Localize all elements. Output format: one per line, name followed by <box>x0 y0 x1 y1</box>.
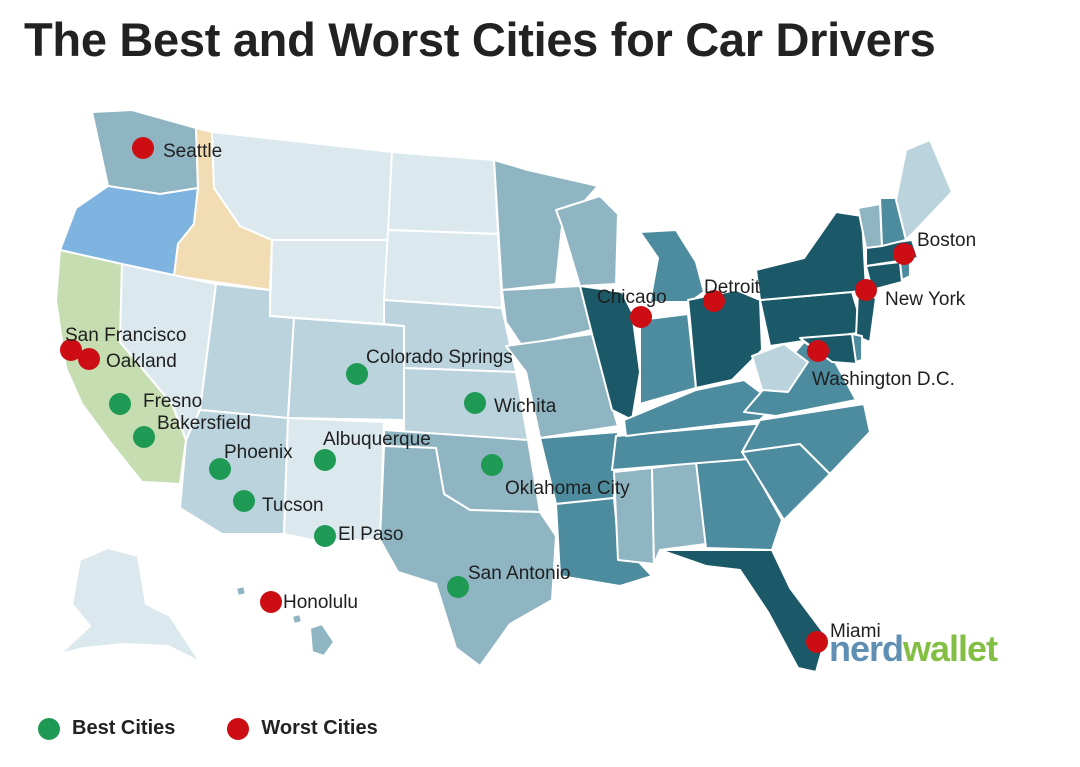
state-delaware <box>851 333 863 363</box>
state-north-dakota <box>387 151 499 235</box>
state-west-virginia <box>751 343 809 393</box>
legend-best: Best Cities <box>38 717 175 740</box>
city-label: Phoenix <box>224 442 293 463</box>
nerdwallet-logo: nerdwallet <box>829 628 998 670</box>
city-label: San Antonio <box>468 563 570 584</box>
state-wisconsin <box>555 195 619 287</box>
state-hawaii-kauai <box>235 585 247 597</box>
city-label: Boston <box>917 230 976 251</box>
worst-city-marker-icon <box>227 717 250 740</box>
worst-city-marker <box>893 243 915 265</box>
worst-city-marker <box>60 339 82 361</box>
state-montana <box>211 131 393 241</box>
city-fresno: Fresno <box>109 391 202 415</box>
state-new-york <box>755 211 867 301</box>
city-label: Seattle <box>163 141 222 162</box>
city-label: San Francisco <box>65 325 186 346</box>
legend-worst-label: Worst Cities <box>261 717 378 739</box>
city-bakersfield: Bakersfield <box>133 413 251 448</box>
city-san-antonio: San Antonio <box>447 563 570 598</box>
city-washington-d-c: Washington D.C. <box>807 340 955 390</box>
state-hawaii-maui <box>291 613 303 625</box>
city-label: Honolulu <box>283 592 358 613</box>
city-phoenix: Phoenix <box>209 442 293 480</box>
page-title: The Best and Worst Cities for Car Driver… <box>24 13 936 66</box>
city-label: Wichita <box>494 396 557 417</box>
city-san-francisco: San Francisco <box>60 325 186 361</box>
city-seattle: Seattle <box>132 137 222 162</box>
city-label: Detroit <box>704 277 761 298</box>
logo-wallet: wallet <box>903 628 998 669</box>
state-south-dakota <box>383 229 503 309</box>
city-albuquerque: Albuquerque <box>314 429 431 471</box>
city-label: New York <box>885 289 966 310</box>
state-colorado <box>287 317 405 421</box>
state-michigan <box>639 229 705 303</box>
city-oakland: Oakland <box>78 348 177 372</box>
worst-city-marker <box>132 137 154 159</box>
city-label: Oklahoma City <box>505 478 630 499</box>
worst-city-marker <box>260 591 282 613</box>
worst-city-marker <box>703 290 725 312</box>
city-label: Bakersfield <box>157 413 251 434</box>
state-illinois <box>579 285 641 421</box>
worst-city-marker <box>807 340 829 362</box>
legend: Best Cities Worst Cities <box>38 717 430 740</box>
city-oklahoma-city: Oklahoma City <box>481 454 630 499</box>
worst-city-marker <box>855 279 877 301</box>
city-label: Tucson <box>262 495 324 516</box>
worst-city-marker <box>630 306 652 328</box>
city-label: El Paso <box>338 524 403 545</box>
city-el-paso: El Paso <box>314 524 403 547</box>
city-detroit: Detroit <box>703 277 761 312</box>
city-label: Fresno <box>143 391 202 412</box>
city-label: Colorado Springs <box>366 347 513 368</box>
city-wichita: Wichita <box>464 392 557 417</box>
best-city-marker <box>314 525 336 547</box>
legend-best-label: Best Cities <box>72 717 176 739</box>
city-label: Miami <box>830 621 881 642</box>
city-label: Albuquerque <box>323 429 431 450</box>
city-colorado-springs: Colorado Springs <box>346 347 513 385</box>
state-north-carolina <box>741 403 871 475</box>
city-chicago: Chicago <box>597 287 667 328</box>
city-boston: Boston <box>893 230 976 265</box>
state-hawaii-big-island <box>309 623 335 657</box>
state-texas <box>379 445 557 667</box>
logo-nerd: nerd <box>829 628 904 669</box>
city-label: Oakland <box>106 351 177 372</box>
city-label: Chicago <box>597 287 667 308</box>
city-honolulu: Honolulu <box>260 591 358 613</box>
best-city-marker <box>481 454 503 476</box>
city-new-york: New York <box>855 279 966 310</box>
states-layer <box>55 109 953 673</box>
state-indiana <box>639 313 697 405</box>
best-city-marker <box>464 392 486 414</box>
best-city-marker <box>346 363 368 385</box>
best-city-marker-icon <box>38 717 60 740</box>
state-louisiana <box>555 497 653 587</box>
state-alaska <box>59 547 201 663</box>
best-city-marker <box>109 393 131 415</box>
worst-city-marker <box>78 348 100 370</box>
state-wyoming <box>269 239 389 325</box>
state-new-mexico <box>283 417 385 541</box>
legend-worst: Worst Cities <box>227 717 378 740</box>
state-maine <box>895 139 953 241</box>
state-ohio <box>687 289 763 389</box>
state-florida <box>659 549 827 673</box>
city-label: Washington D.C. <box>812 369 955 390</box>
cities-layer: Seattle San Francisco Oakland FresnoBakersf… <box>60 137 976 653</box>
best-city-marker <box>233 490 255 512</box>
best-city-marker <box>209 458 231 480</box>
best-city-marker <box>447 576 469 598</box>
worst-city-marker <box>806 631 828 653</box>
city-miami: Miami <box>806 621 881 653</box>
best-city-marker <box>133 426 155 448</box>
city-tucson: Tucson <box>233 490 324 516</box>
best-city-marker <box>314 449 336 471</box>
